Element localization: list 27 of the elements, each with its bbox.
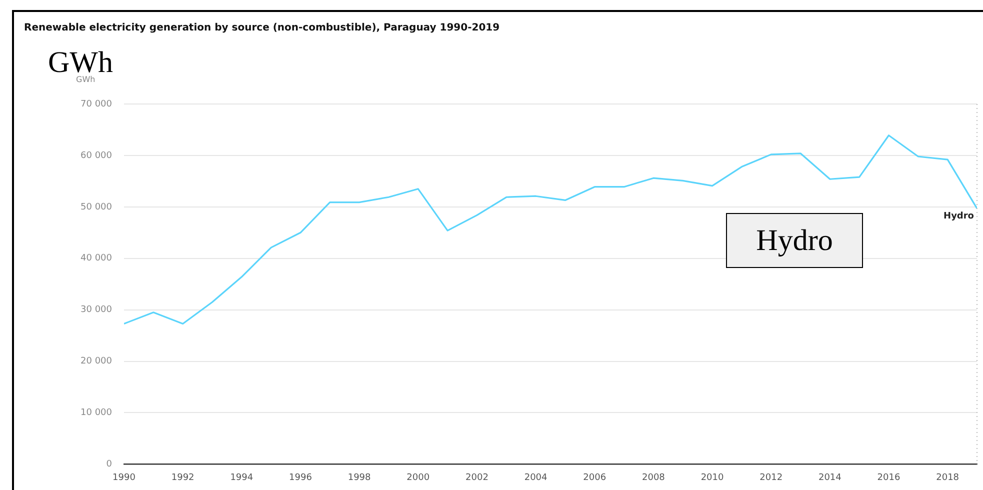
x-tick-label: 2010	[700, 472, 724, 483]
y-tick-label: 20 000	[80, 356, 112, 367]
series-label: Hydro	[944, 211, 974, 222]
chart-title: Renewable electricity generation by source (non-combustible), Paraguay 1990-2019	[24, 22, 500, 34]
x-tick-label: 1996	[289, 472, 312, 483]
x-tick-label: 1994	[230, 472, 254, 483]
y-tick-label: 40 000	[80, 254, 112, 264]
x-tick-label: 2002	[466, 472, 488, 483]
annotation: Hydro	[726, 213, 863, 268]
y-tick-label: 0	[106, 460, 112, 470]
x-tick-label: 1992	[171, 472, 194, 483]
y-tick-label: 30 000	[80, 305, 112, 316]
y-tick-label: 50 000	[80, 202, 112, 212]
x-tick-label: 2004	[524, 472, 548, 483]
x-tick-label: 2012	[760, 472, 783, 483]
x-tick-label: 2006	[583, 472, 606, 483]
x-tick-label: 2014	[818, 472, 842, 483]
y-tick-label: 10 000	[80, 408, 112, 418]
x-tick-label: 2016	[877, 472, 900, 483]
y-tick-label: 60 000	[80, 150, 112, 161]
x-tick-label: 1990	[112, 472, 136, 483]
x-tick-label: 2000	[406, 472, 430, 483]
x-tick-label: 2018	[936, 472, 960, 483]
y-tick-label: 70 000	[80, 99, 112, 110]
x-tick-label: 1998	[348, 472, 372, 483]
x-tick-label: 2008	[642, 472, 666, 483]
y-axis-title: GWh	[76, 75, 96, 84]
